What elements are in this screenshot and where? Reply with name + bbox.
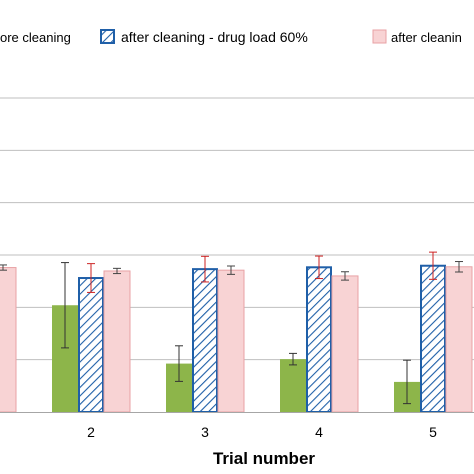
bar-after-cleaning-trial-1 [0, 267, 17, 413]
legend-swatch-after-cleaning [372, 29, 387, 44]
legend-swatch-drug-load [100, 29, 115, 44]
bar-after-cleaning-trial-4 [331, 275, 359, 413]
bar-after-cleaning-trial-2 [103, 270, 131, 413]
error-bars [0, 251, 463, 405]
bar-before-cleaning-trial-4 [280, 359, 306, 412]
error-bar-before-cleaning-trial-4 [289, 352, 297, 366]
x-tick-label: 2 [87, 424, 95, 440]
error-bar-after-cleaning-drug-load-trial-4 [315, 255, 323, 280]
bar-after-cleaning-drug-load-trial-2 [78, 277, 104, 413]
error-bar-before-cleaning-trial-5 [403, 359, 411, 405]
legend-label-before-cleaning: ore cleaning [0, 30, 71, 45]
error-bar-after-cleaning-trial-2 [113, 267, 121, 275]
bar-after-cleaning-drug-load-trial-4 [306, 266, 332, 413]
bar-after-cleaning-drug-load-trial-3 [192, 268, 218, 413]
error-bar-after-cleaning-trial-4 [341, 271, 349, 281]
x-tick-labels: 2 3 4 5 [87, 424, 437, 440]
error-bar-after-cleaning-drug-load-trial-3 [201, 255, 209, 283]
x-tick-label: 3 [201, 424, 209, 440]
error-bar-before-cleaning-trial-3 [175, 345, 183, 382]
error-bar-after-cleaning-drug-load-trial-5 [429, 251, 437, 280]
legend-label-after-cleaning: after cleanin [391, 30, 462, 45]
error-bar-after-cleaning-trial-1 [0, 264, 7, 271]
error-bar-after-cleaning-trial-3 [227, 265, 235, 275]
bars [0, 264, 473, 413]
bar-after-cleaning-trial-5 [445, 266, 473, 413]
x-tick-label: 4 [315, 424, 323, 440]
error-bar-before-cleaning-trial-2 [61, 262, 69, 349]
error-bar-after-cleaning-trial-5 [455, 261, 463, 273]
x-tick-label: 5 [429, 424, 437, 440]
bar-after-cleaning-trial-3 [217, 269, 245, 413]
legend: ore cleaning after cleaning - drug load … [0, 29, 462, 45]
bar-after-cleaning-drug-load-trial-5 [420, 264, 446, 413]
legend-label-drug-load: after cleaning - drug load 60% [121, 29, 308, 45]
x-axis-title: Trial number [213, 449, 315, 468]
error-bar-after-cleaning-drug-load-trial-2 [87, 263, 95, 293]
